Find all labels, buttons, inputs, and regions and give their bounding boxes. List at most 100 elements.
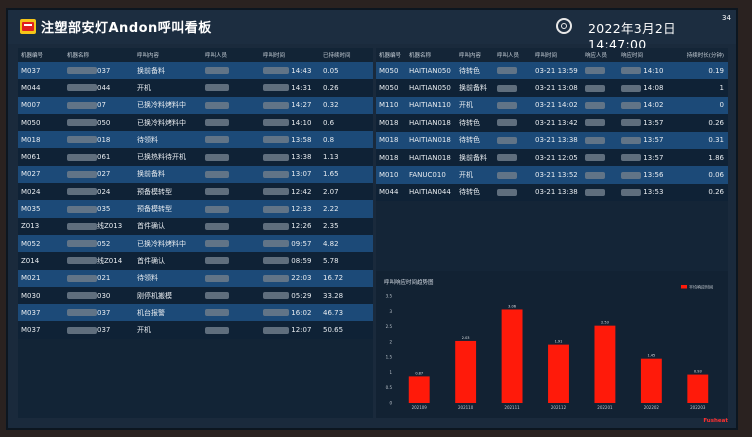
call-time-value: 14:27 [291, 101, 312, 110]
col-call-content[interactable]: 呼叫内容 [459, 53, 482, 59]
table-row[interactable]: Z014 线Z014 首件确认 08:59 5.78 [18, 252, 373, 270]
col-duration[interactable]: 已持续时间 [323, 53, 351, 59]
cell-machine-name: HAITIAN110 [406, 96, 456, 115]
cell-call-time: 12:26 [260, 217, 320, 235]
table-row[interactable]: M050 050 已换冷料烤料中 14:10 0.6 [18, 113, 373, 132]
response-panel: 机器编号 机器名称 呼叫内容 呼叫人员 呼叫时间 响应人员 响应时间 持续时长(… [376, 48, 728, 418]
table-row[interactable]: M030 030 刚停机搬模 05:29 33.28 [18, 286, 373, 305]
bar-value-label: 2.53 [601, 321, 609, 325]
chart-bar[interactable] [687, 374, 709, 403]
chart-bar[interactable] [548, 344, 569, 403]
call-time-value: 12:26 [291, 222, 312, 231]
redacted-block [205, 240, 229, 248]
col-call-time[interactable]: 呼叫时间 [263, 53, 286, 59]
cell-caller [202, 200, 260, 218]
chart-bar[interactable] [640, 358, 662, 403]
cell-machine-name: 线Z013 [64, 217, 134, 235]
table-row[interactable]: M024 024 预备模转型 12:42 2.07 [18, 183, 373, 201]
col-call-time[interactable]: 呼叫时间 [535, 53, 558, 59]
y-tick-label: 0 [389, 401, 392, 406]
machine-name-suffix: 052 [97, 239, 111, 248]
chart-bar[interactable] [455, 340, 477, 403]
cell-caller [494, 96, 532, 115]
table-row[interactable]: M061 061 已换热料待开机 13:38 1.13 [18, 148, 373, 166]
table-row[interactable]: M035 035 预备模转型 12:33 2.22 [18, 200, 373, 218]
response-time-value: 13:56 [643, 171, 664, 180]
machine-name-suffix: 024 [97, 187, 111, 196]
redacted-block [205, 292, 229, 299]
redacted-block [585, 188, 605, 196]
table-row[interactable]: M018 HAITIAN018 待转色 03-21 13:42 13:57 0.26 [376, 114, 728, 132]
table-row[interactable]: M110 HAITIAN110 开机 03-21 14:02 14:02 0 [376, 96, 728, 115]
redacted-block [621, 171, 641, 179]
cell-duration: 50.65 [320, 321, 373, 339]
cell-call-content: 换前备料 [456, 148, 494, 167]
cell-duration: 2.07 [320, 183, 373, 201]
cell-machine-name: 052 [64, 234, 134, 253]
cell-machine-id: M044 [18, 79, 64, 97]
cell-caller [202, 183, 260, 201]
redacted-block [585, 119, 605, 127]
redacted-block [205, 84, 229, 92]
table-row[interactable]: M007 07 已换冷料烤料中 14:27 0.32 [18, 96, 373, 114]
table-row[interactable]: M044 044 开机 14:31 0.26 [18, 79, 373, 97]
table-row[interactable]: Z013 线Z013 首件确认 12:26 2.35 [18, 217, 373, 235]
col-responder[interactable]: 响应人员 [585, 53, 608, 59]
cell-call-time: 13:07 [260, 165, 320, 184]
cell-response-time: 13:57 [618, 114, 666, 132]
table-row[interactable]: M018 HAITIAN018 换前备料 03-21 12:05 13:57 1.86 [376, 148, 728, 167]
table-row[interactable]: M010 FANUC010 开机 03-21 13:52 13:56 0.06 [376, 166, 728, 184]
table-row[interactable]: M044 HAITIAN044 待转色 03-21 13:38 13:53 0.26 [376, 183, 728, 202]
redacted-block [67, 67, 97, 75]
table-row[interactable]: M037 037 换前备料 14:43 0.05 [18, 62, 373, 80]
cell-call-content: 预备模转型 [134, 183, 202, 201]
redacted-block [205, 205, 229, 213]
redacted-block [67, 292, 97, 299]
bar-value-label: 1.91 [555, 340, 563, 344]
chart-bar[interactable] [594, 325, 616, 403]
legend-label[interactable]: 平均响应时间 [689, 283, 713, 289]
cell-machine-id: M050 [376, 62, 406, 80]
col-machine-name[interactable]: 机器名称 [67, 53, 90, 59]
response-time-value: 14:08 [643, 84, 664, 93]
clock-icon[interactable] [556, 18, 572, 34]
redacted-block [205, 188, 229, 196]
col-machine-id[interactable]: 机器编号 [21, 53, 44, 59]
col-call-content[interactable]: 呼叫内容 [137, 53, 160, 59]
machine-name-suffix: 050 [97, 118, 111, 127]
table-row[interactable]: M037 037 开机 12:07 50.65 [18, 321, 373, 339]
table-row[interactable]: M027 027 换前备料 13:07 1.65 [18, 165, 373, 184]
cell-machine-id: M030 [18, 286, 64, 305]
table-header-row: 机器编号 机器名称 呼叫内容 呼叫人员 呼叫时间 响应人员 响应时间 持续时长(… [376, 48, 728, 62]
redacted-block [263, 153, 289, 161]
chart-bar[interactable] [408, 376, 430, 403]
cell-call-content: 首件确认 [134, 217, 202, 235]
redacted-block [263, 84, 289, 92]
col-machine-name[interactable]: 机器名称 [409, 53, 432, 59]
table-row[interactable]: M018 018 待领料 13:58 0.8 [18, 131, 373, 149]
table-row[interactable]: M021 021 待领料 22:03 16.72 [18, 269, 373, 287]
table-row[interactable]: M050 HAITIAN050 换前备料 03-21 13:08 14:08 1 [376, 79, 728, 97]
machine-name-suffix: 线Z013 [97, 222, 123, 231]
cell-responder [582, 166, 618, 184]
table-row[interactable]: M018 HAITIAN018 待转色 03-21 13:38 13:57 0.31 [376, 131, 728, 149]
col-caller[interactable]: 呼叫人员 [205, 53, 228, 59]
call-time-value: 09:57 [291, 239, 312, 248]
table-row[interactable]: M052 052 已换冷料烤料中 09:57 4.82 [18, 234, 373, 253]
cell-call-time: 03-21 14:02 [532, 96, 582, 115]
col-caller[interactable]: 呼叫人员 [497, 53, 520, 59]
bar-value-label: 3.06 [508, 304, 516, 308]
col-response-time[interactable]: 响应时间 [621, 53, 644, 59]
page-title: 注塑部安灯Andon呼叫看板 [41, 21, 212, 36]
cell-machine-id: M018 [376, 131, 406, 149]
cell-call-content: 首件确认 [134, 252, 202, 270]
cell-machine-id: M010 [376, 166, 406, 184]
col-duration-minutes[interactable]: 持续时长(分钟) [686, 53, 724, 59]
cell-call-time: 03-21 13:59 [532, 62, 582, 80]
table-row[interactable]: M037 037 机台报警 16:02 46.73 [18, 304, 373, 322]
col-machine-id[interactable]: 机器编号 [379, 53, 402, 59]
table-row[interactable]: M050 HAITIAN050 待转色 03-21 13:59 14:10 0.19 [376, 62, 728, 80]
redacted-block [205, 257, 229, 265]
call-time-value: 14:10 [291, 118, 312, 127]
chart-bar[interactable] [501, 309, 523, 403]
